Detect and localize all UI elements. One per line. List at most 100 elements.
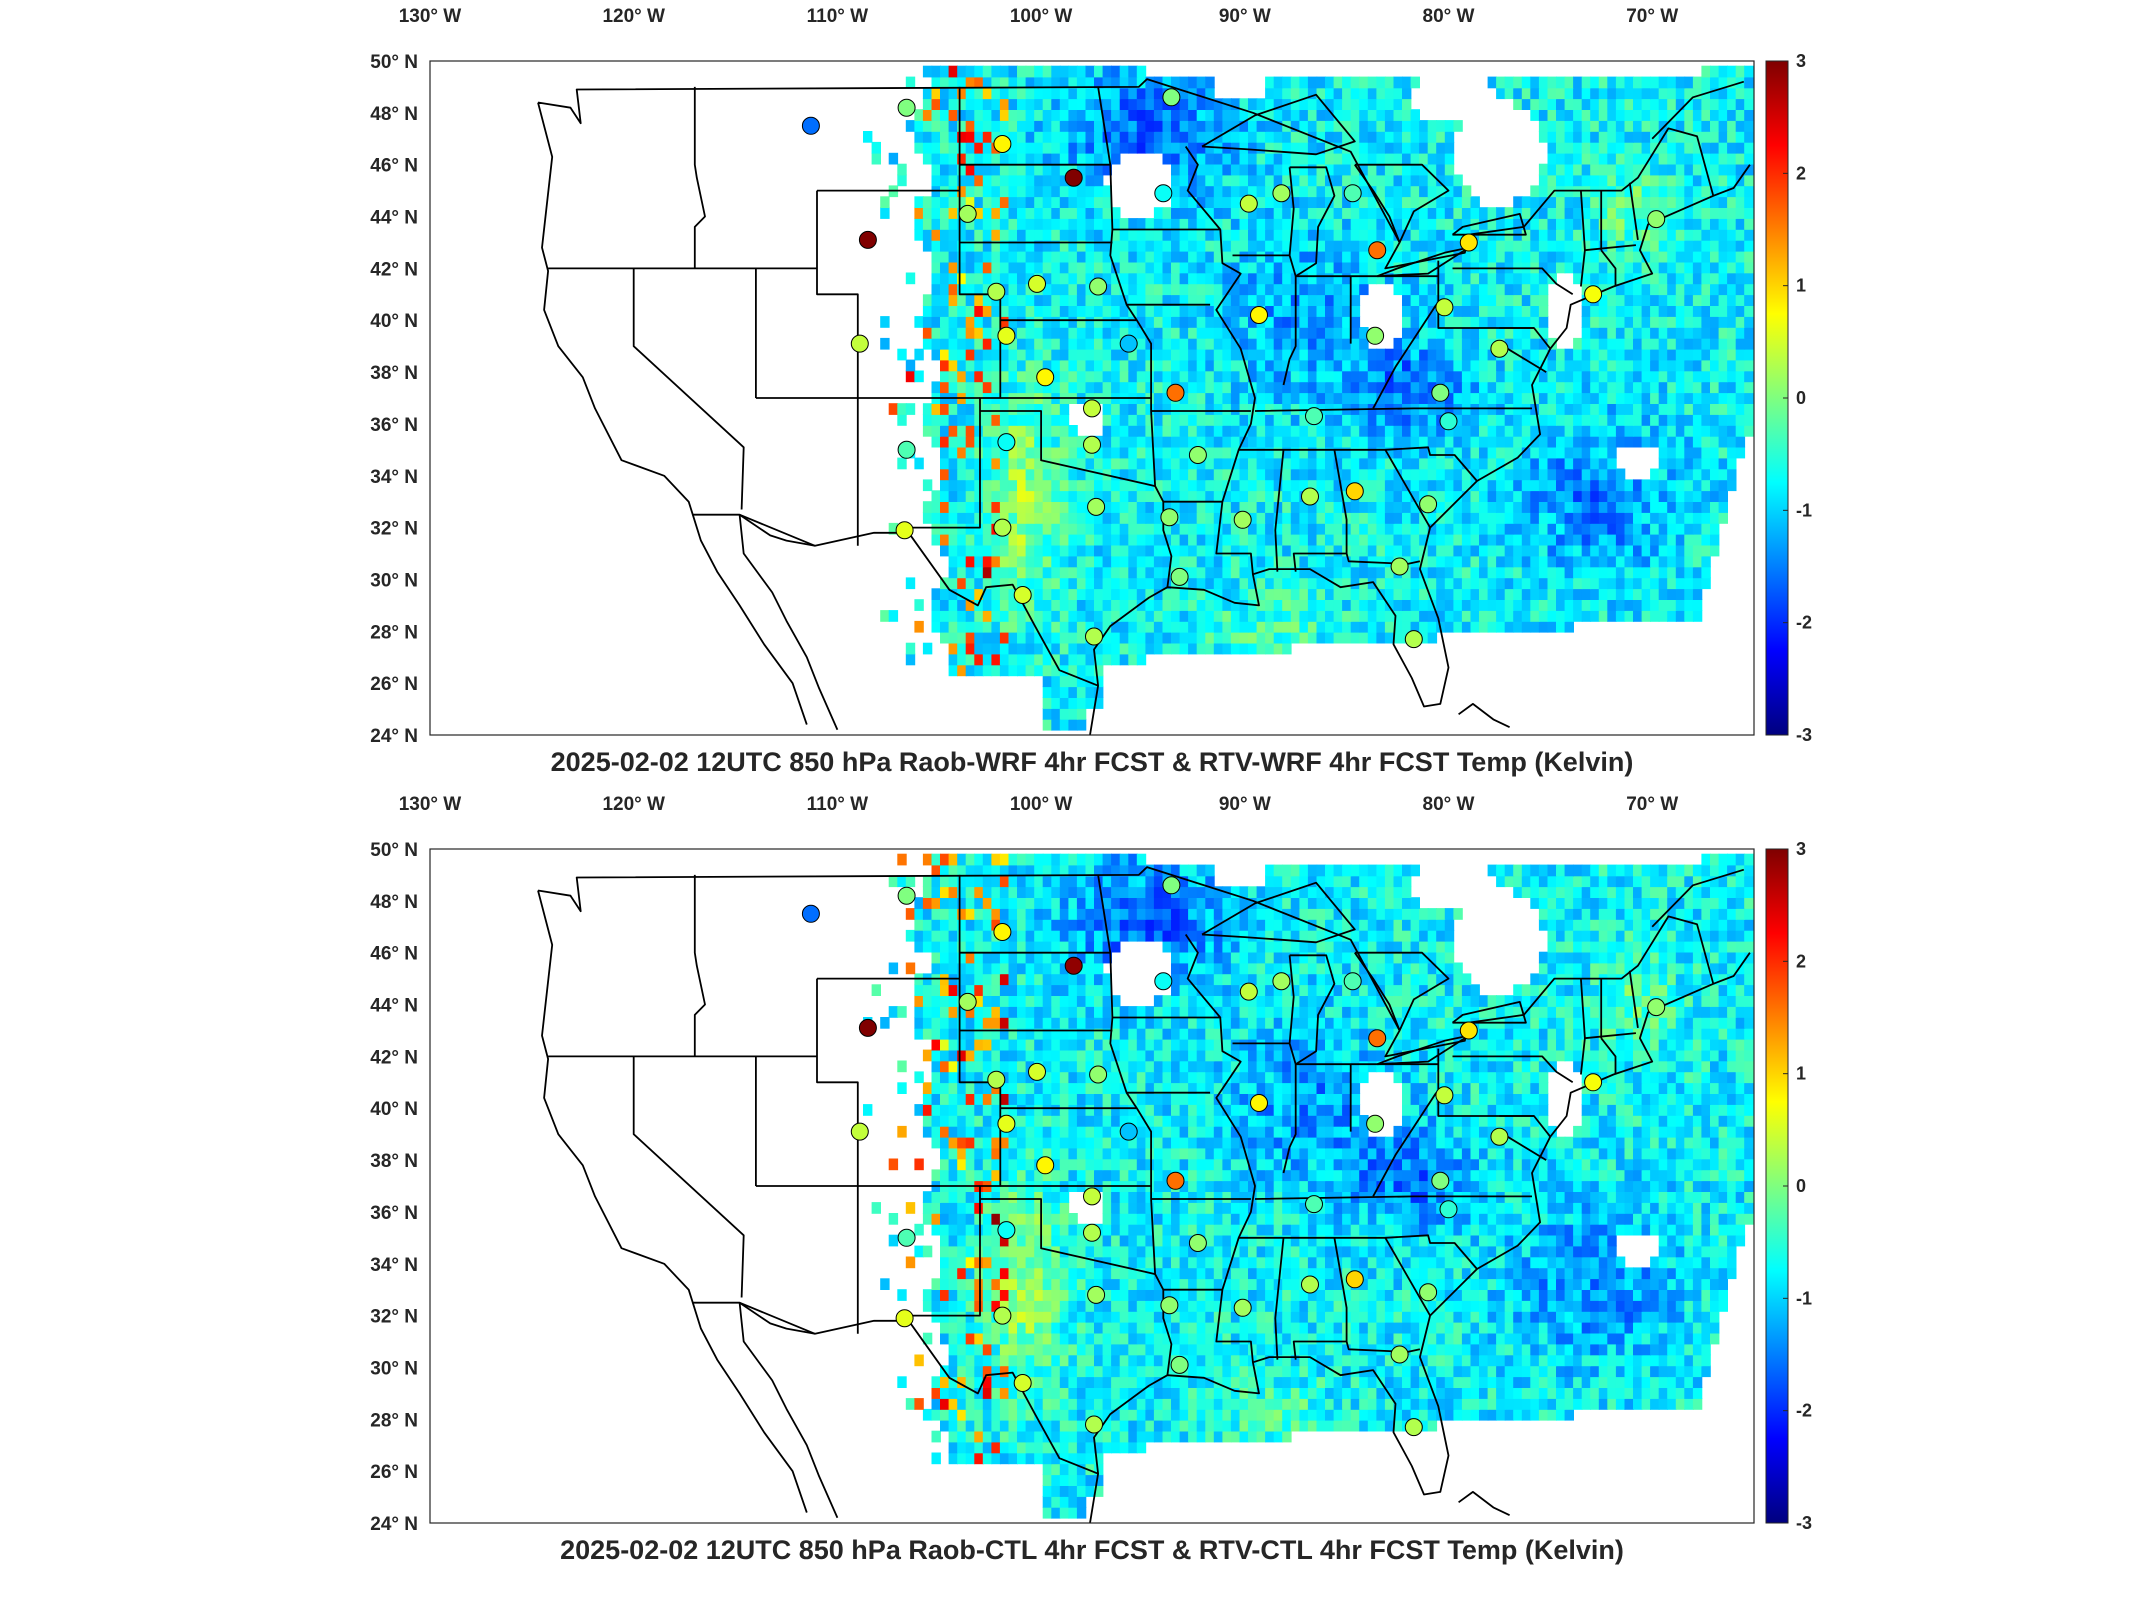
raob-station-marker [895,521,914,540]
raob-station-marker [1404,630,1423,649]
lat-tick-label: 26° N [370,1462,418,1483]
panels-layer: 130° W 120° W 110° W 100° W 90° W 80° W 70° W 5… [370,6,1812,1565]
state-border [693,874,706,1057]
raob-station-marker [1435,298,1454,317]
canada-coast [1712,164,1751,197]
raob-station-marker [897,98,916,117]
raob-station-marker [1239,194,1258,213]
lat-tick-label: 30° N [370,1359,418,1380]
raob-station-marker [1435,1086,1454,1105]
lat-tick-label: 44° N [370,996,418,1017]
colorbar-tick-label: 3 [1796,839,1806,859]
state-border [1499,1115,1552,1138]
raob-station-marker [993,1306,1012,1325]
lat-tick-label: 34° N [370,467,418,488]
raob-station-marker [1272,184,1291,203]
raob-station-marker [1160,508,1179,527]
raob-station-marker [1064,168,1083,187]
raob-station-marker [1459,1021,1478,1040]
raob-station-marker [1305,1195,1323,1214]
raob-station-marker [1366,326,1385,345]
lat-tick-label: 44° N [370,208,418,229]
great-lake [1201,881,1356,944]
raob-station-marker [1343,184,1362,203]
state-border [1584,244,1636,252]
state-border [1282,276,1297,386]
lon-tick-label: 120° W [602,6,665,27]
raob-station-marker [1647,998,1666,1017]
state-border [1452,267,1574,296]
colorbar-tick-label: 1 [1796,1064,1806,1084]
raob-station-marker [1083,1187,1101,1206]
lat-tick-label: 40° N [370,1099,418,1120]
lat-tick-label: 28° N [370,1410,418,1431]
raob-station-marker [1119,334,1138,353]
raob-station-marker [1368,1029,1387,1048]
state-border [1600,249,1617,287]
colorbar-tick-label: 0 [1796,1176,1806,1196]
colorbar-tick-label: -3 [1796,1513,1812,1533]
raob-station-marker [1089,1065,1108,1084]
colorbar-tick-label: 3 [1796,51,1806,71]
gulf-california-coast [738,1302,839,1519]
map-frame [429,848,1755,1524]
raob-station-marker [1087,497,1106,516]
state-border [693,86,706,269]
raob-station-marker [1250,1094,1268,1112]
state-border [1628,182,1639,241]
state-border [1372,1092,1437,1197]
raob-station-marker [997,433,1016,452]
raob-station-marker [1301,1275,1319,1294]
lon-tick-label: 100° W [1010,794,1073,815]
lon-tick-label: 110° W [807,794,869,815]
raob-station-marker [1368,241,1387,260]
map-frame [429,60,1755,736]
bahamas-coast [1458,703,1510,729]
raob-station-marker [1028,274,1046,293]
raob-station-marker [1085,627,1103,646]
state-border [1507,347,1547,373]
great-lake [1354,951,1450,1032]
lat-tick-label: 30° N [370,571,418,592]
raob-station-marker [997,1221,1016,1240]
raob-station-marker [1419,495,1438,514]
raob-station-marker [850,1122,869,1141]
lat-tick-label: 36° N [370,1203,418,1224]
state-border [980,1198,1156,1275]
raob-station-marker [858,1018,877,1037]
state-border [980,410,1156,487]
state-border [1372,304,1437,409]
sonora-coast [739,513,816,547]
colorbar-tick-label: 2 [1796,951,1806,971]
state-border [816,978,859,1334]
raob-station-marker [1647,210,1666,229]
raob-station-marker [997,326,1016,345]
raob-station-marker [987,1070,1006,1089]
raob-station-marker [1250,306,1268,324]
lat-tick-label: 46° N [370,156,418,177]
great-lake [1288,954,1336,1066]
lon-tick-label: 130° W [399,6,462,27]
great-lake [1354,163,1450,244]
raob-station-marker [958,204,977,223]
great-lake [1288,166,1336,278]
raob-station-marker [1083,435,1101,454]
raob-station-marker [1170,567,1189,586]
lon-tick-label: 130° W [399,794,462,815]
colorbar-tick-label: -2 [1796,613,1812,633]
lat-tick-label: 24° N [370,726,418,747]
lon-tick-label: 80° W [1423,794,1475,815]
raob-station-marker [1419,1283,1438,1302]
state-border [1584,1032,1636,1040]
raob-station-marker [801,116,820,135]
raob-station-marker [1272,972,1291,991]
raob-station-marker [1013,1374,1032,1392]
lon-tick-label: 120° W [602,794,665,815]
state-border [632,1056,745,1298]
state-border [816,190,859,546]
st-lawrence-coast [1651,868,1745,928]
raob-station-marker [1162,88,1181,107]
raob-station-marker [1089,277,1108,296]
state-border [1600,1037,1617,1075]
colorbar-tick-label: -1 [1796,1288,1812,1308]
